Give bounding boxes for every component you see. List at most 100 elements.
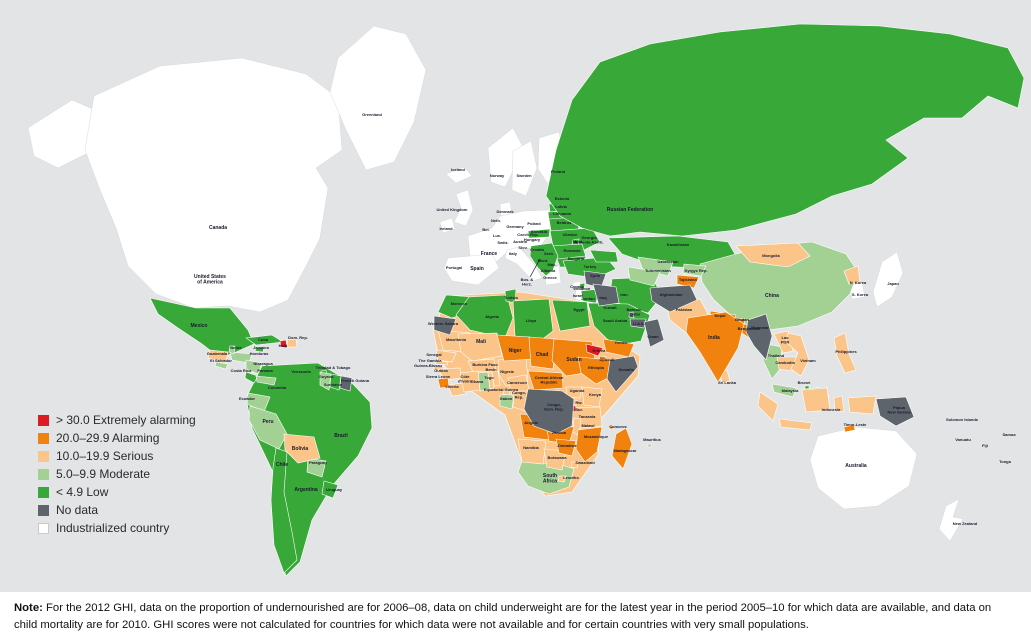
country-saudi	[587, 302, 651, 347]
country-mali	[457, 332, 503, 362]
country-cambodia	[776, 356, 797, 372]
landmass-ireland	[439, 217, 456, 234]
legend-swatch-moderate	[38, 468, 49, 480]
country-uae	[629, 318, 647, 329]
country-mauritius	[647, 443, 652, 448]
note-text: For the 2012 GHI, data on the proportion…	[14, 602, 992, 631]
landmass-israel	[574, 288, 583, 302]
country-belize	[228, 345, 236, 355]
country-swaziland	[570, 461, 579, 469]
country-png	[875, 396, 915, 427]
country-bolivia	[283, 433, 321, 464]
country-jamaica	[254, 346, 265, 353]
country-tajikistan	[676, 274, 700, 289]
landmass-newzealand	[938, 498, 964, 542]
map-legend: > 30.0 Extremely alarming 20.0–29.9 Alarm…	[38, 414, 196, 534]
legend-label-moderate: 5.0–9.9 Moderate	[56, 467, 151, 481]
legend-swatch-industrialized	[38, 522, 49, 534]
legend-swatch-no_data	[38, 504, 49, 516]
landmass-north-america	[84, 57, 343, 313]
country-gambia	[435, 360, 449, 366]
country-uruguay	[321, 480, 339, 499]
country-slovakia	[527, 228, 551, 239]
country-sierraleone	[437, 377, 450, 389]
country-haiti	[279, 339, 288, 349]
landmass-greenland	[329, 25, 427, 171]
landmass-iberia	[443, 253, 500, 286]
legend-label-serious: 10.0–19.9 Serious	[56, 449, 154, 463]
country-guatemala	[207, 349, 229, 363]
landmass-iceland	[445, 166, 473, 184]
legend-swatch-extremely_alarming	[38, 414, 49, 426]
country-chile	[270, 447, 298, 574]
country-mongolia	[735, 242, 811, 268]
country-croatia	[529, 242, 559, 277]
country-elsalvador	[214, 361, 229, 370]
country-lesotho	[557, 475, 567, 483]
country-panama	[255, 375, 277, 386]
country-peru	[248, 405, 288, 450]
legend-swatch-serious	[38, 450, 49, 462]
country-car	[527, 370, 564, 391]
legend-label-low: < 4.9 Low	[56, 485, 109, 499]
country-lebanon	[578, 282, 586, 290]
label-leader-line	[529, 258, 541, 278]
country-uzbekistan	[637, 256, 674, 277]
note-prefix: Note:	[14, 602, 43, 614]
country-timorleste	[843, 424, 856, 433]
country-eqguinea	[502, 390, 511, 396]
country-eritrea	[585, 343, 604, 357]
country-cyprus	[572, 281, 581, 287]
country-libya	[512, 298, 554, 342]
country-frenchguiana	[339, 375, 353, 392]
country-togo	[487, 372, 495, 390]
country-liberia	[447, 382, 467, 397]
legend-label-no_data: No data	[56, 503, 99, 517]
country-westernsahara	[433, 315, 457, 336]
country-caucasus	[589, 249, 619, 263]
legend-item-extremely_alarming: > 30.0 Extremely alarming	[38, 414, 196, 426]
landmass-australia	[809, 426, 918, 510]
legend-swatch-low	[38, 486, 49, 498]
country-myanmar	[745, 313, 773, 361]
landmass-uk	[453, 189, 474, 227]
country-nkorea	[843, 265, 861, 285]
country-india	[685, 311, 745, 383]
country-chad	[528, 336, 557, 370]
country-guyana	[319, 371, 332, 391]
country-egypt	[551, 299, 591, 332]
landmass-skorea	[849, 281, 866, 300]
country-oman	[643, 318, 665, 348]
country-kyrgyz	[682, 263, 707, 277]
country-bahrainqatar	[628, 311, 635, 319]
legend-item-low: < 4.9 Low	[38, 486, 196, 498]
legend-swatch-alarming	[38, 432, 49, 444]
country-senegal	[435, 349, 457, 363]
country-namibia	[517, 438, 547, 465]
country-uganda	[565, 386, 583, 399]
country-mexico	[149, 297, 255, 359]
country-nicaragua	[245, 359, 263, 375]
country-cotedivoire	[459, 370, 481, 393]
country-mozambique	[575, 426, 603, 463]
country-zimbabwe	[555, 438, 577, 457]
legend-item-moderate: 5.0–9.9 Moderate	[38, 468, 196, 480]
country-iraq	[592, 283, 620, 307]
legend-item-no_data: No data	[38, 504, 196, 516]
country-somalia	[606, 355, 639, 393]
legend-label-industrialized: Industrialized country	[56, 521, 170, 535]
country-madagascar	[611, 427, 633, 470]
country-indonesia	[757, 387, 877, 431]
map-note: Note: For the 2012 GHI, data on the prop…	[0, 592, 1031, 642]
country-domrep	[286, 338, 298, 348]
country-kenya	[581, 386, 603, 408]
legend-label-extremely_alarming: > 30.0 Extremely alarming	[56, 413, 196, 427]
landmass-japan	[872, 251, 904, 308]
country-suriname	[329, 373, 342, 391]
country-turkmenistan	[627, 266, 661, 287]
legend-item-industrialized: Industrialized country	[38, 522, 196, 534]
country-costarica	[244, 371, 259, 384]
landmass-sweden	[511, 140, 538, 197]
